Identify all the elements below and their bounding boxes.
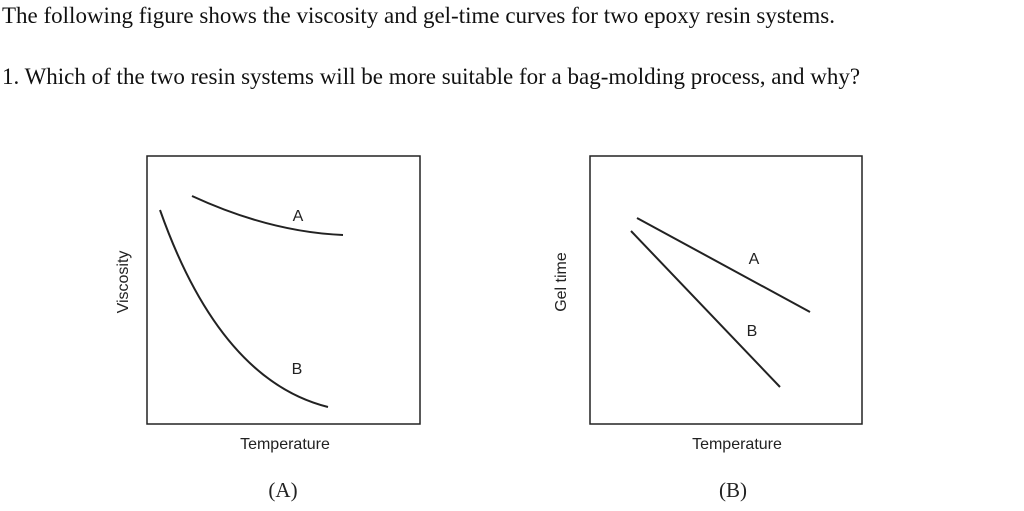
curve-label: B xyxy=(747,323,758,340)
curve xyxy=(191,195,344,236)
question-text: 1. Which of the two resin systems will b… xyxy=(2,64,861,89)
curve-label: A xyxy=(749,251,760,268)
caption: (B) xyxy=(719,478,747,502)
figure-frame xyxy=(589,155,863,425)
intro-text: The following figure shows the viscosity… xyxy=(2,3,835,28)
caption: (A) xyxy=(268,478,297,502)
y-label: Gel time xyxy=(553,252,570,312)
x-label: Temperature xyxy=(692,436,782,453)
curve xyxy=(630,230,781,388)
curve xyxy=(636,217,811,313)
curve-label: B xyxy=(292,361,303,378)
figure-frame xyxy=(146,155,421,425)
curve-label: A xyxy=(293,208,304,225)
y-label: Viscosity xyxy=(115,251,132,314)
x-label: Temperature xyxy=(240,436,330,453)
curve xyxy=(159,209,329,408)
